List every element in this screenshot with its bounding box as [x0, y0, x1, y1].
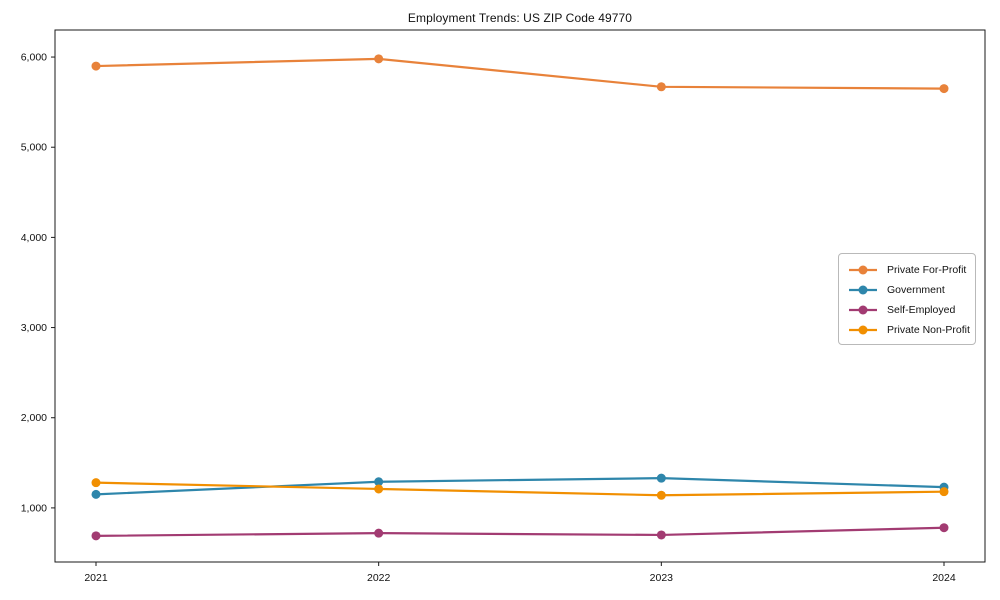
data-point-government: [374, 477, 384, 487]
data-point-private-for-profit: [91, 61, 101, 71]
x-tick-label: 2021: [84, 572, 108, 584]
data-point-government: [91, 489, 101, 499]
series-line-private-non-profit: [94, 481, 946, 497]
legend-item-label: Private Non-Profit: [887, 323, 970, 336]
series-line-private-for-profit: [94, 57, 946, 90]
y-tick-label: 5,000: [21, 142, 47, 154]
legend-item-self-employed: Self-Employed: [848, 302, 966, 317]
y-tick-label: 2,000: [21, 412, 47, 424]
legend-item-government: Government: [848, 282, 966, 297]
x-tick-label: 2024: [932, 572, 956, 584]
legend-item-label: Government: [887, 283, 945, 296]
x-tick-label: 2023: [650, 572, 674, 584]
data-point-private-for-profit: [374, 54, 384, 64]
data-point-self-employed: [91, 531, 101, 541]
data-point-government: [656, 473, 666, 483]
data-point-private-non-profit: [656, 490, 666, 500]
y-tick-label: 4,000: [21, 232, 47, 244]
data-point-self-employed: [939, 523, 949, 533]
data-point-private-non-profit: [939, 487, 949, 497]
legend-marker-icon: [849, 305, 877, 314]
y-tick-label: 1,000: [21, 502, 47, 514]
legend-marker-icon: [849, 265, 877, 274]
chart-title: Employment Trends: US ZIP Code 49770: [407, 11, 633, 25]
x-tick-label: 2022: [367, 572, 391, 584]
data-point-private-for-profit: [656, 82, 666, 92]
series-line-government: [94, 477, 946, 496]
legend: Private For-Profit Government Self-Employe…: [838, 253, 976, 345]
legend-item-private-non-profit: Private Non-Profit: [848, 322, 970, 337]
data-point-self-employed: [656, 530, 666, 540]
axes-frame: [54, 29, 986, 563]
y-tick-label: 6,000: [21, 52, 47, 64]
legend-item-label: Self-Employed: [887, 303, 956, 316]
legend-marker-icon: [849, 285, 877, 294]
legend-item-label: Private For-Profit: [887, 263, 967, 276]
series-line-self-employed: [94, 526, 946, 537]
y-tick-label: 3,000: [21, 322, 47, 334]
data-point-private-non-profit: [374, 484, 384, 494]
legend-marker-icon: [849, 325, 877, 334]
legend-item-private-for-profit: Private For-Profit: [848, 262, 966, 277]
data-point-private-non-profit: [91, 478, 101, 488]
data-point-private-for-profit: [939, 84, 949, 94]
data-point-self-employed: [374, 528, 384, 538]
